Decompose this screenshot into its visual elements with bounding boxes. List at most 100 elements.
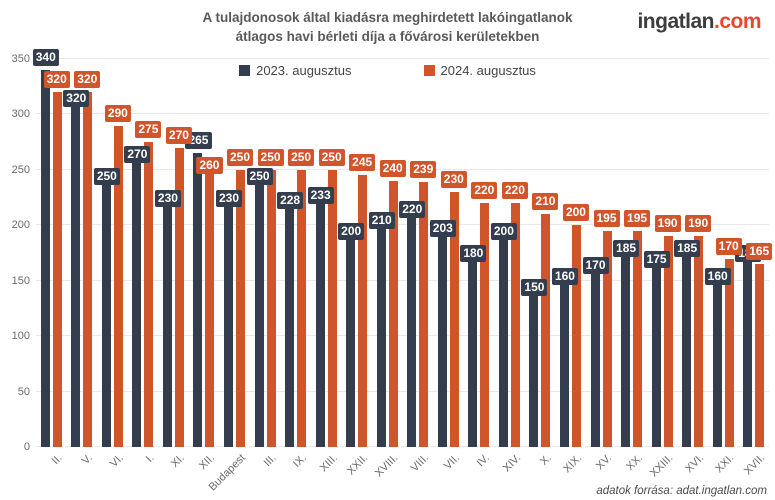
- bar-group: 228 250: [277, 59, 315, 447]
- bar-2023-VI.: [101, 169, 111, 447]
- bar-label-2023-IV.: 180: [460, 245, 487, 263]
- bar-label-2024-X.: 210: [532, 193, 559, 211]
- y-axis-tick: 350: [11, 53, 30, 65]
- x-axis-tick-XIX.: XIX.: [560, 452, 584, 476]
- x-axis-tick-XXIII.: XXIII.: [648, 452, 676, 480]
- x-axis-tick-XVII.: XVII.: [741, 452, 768, 478]
- bar-label-2024-XIII.: 250: [318, 148, 345, 166]
- bar-2024-Budapest: [236, 169, 246, 447]
- bar-label-2023-XII.: 265: [185, 132, 212, 150]
- bar-group: 180165: [735, 59, 773, 447]
- bar-label-2023-I.: 270: [124, 145, 151, 163]
- bar-label-2024-XV.: 195: [593, 209, 620, 227]
- x-axis-tick-II.: II.: [49, 452, 65, 467]
- data-source-note: adatok forrása: adat.ingatlan.com: [596, 485, 767, 497]
- bar-2024-X.: [541, 214, 551, 447]
- bar-2024-XV.: [602, 230, 612, 447]
- logo-name: ingatlan: [637, 10, 714, 33]
- bar-label-2024-VI.: 290: [104, 104, 131, 122]
- bar-2024-XVII.: [755, 264, 765, 447]
- bar-2024-I.: [144, 142, 154, 447]
- bar-2023-XX.: [621, 241, 631, 447]
- legend-item-2023[interactable]: 2023. augusztus: [239, 63, 352, 78]
- bar-label-2024-XIV.: 220: [501, 182, 528, 200]
- x-axis-tick-V.: V.: [80, 452, 96, 468]
- bar-2023-XIX.: [559, 269, 569, 447]
- gridline: [36, 224, 769, 226]
- bar-label-2024-XVI.: 190: [685, 215, 712, 233]
- x-axis-tick-XX.: XX.: [624, 452, 646, 474]
- bar-2024-VIII.: [419, 182, 429, 447]
- bar-label-2023-VIII.: 220: [399, 201, 426, 219]
- y-axis-tick: 300: [11, 108, 30, 121]
- y-axis-tick: 250: [11, 163, 30, 176]
- x-axis-tick-XV.: XV.: [594, 452, 615, 473]
- bar-label-2023-VII.: 203: [429, 219, 456, 237]
- bar-group: 203 230: [429, 59, 467, 447]
- bar-group: 160 200: [551, 59, 589, 447]
- bar-2023-XVIII.: [376, 214, 386, 447]
- bar-label-2024-II.: 320: [43, 71, 70, 89]
- legend-label-2024: 2024. augusztus: [440, 63, 536, 78]
- x-axis-tick-XVI.: XVI.: [682, 452, 707, 476]
- bar-2023-IX.: [285, 194, 295, 447]
- bar-2023-I.: [132, 147, 142, 447]
- bar-2024-XII.: [205, 158, 215, 447]
- bar-label-2023-XV.: 170: [582, 256, 609, 274]
- bar-2024-V.: [83, 92, 93, 447]
- x-axis-tick-XIII.: XIII.: [317, 452, 340, 475]
- bar-label-2023-XX.: 185: [613, 239, 640, 257]
- y-axis-tick: 100: [11, 330, 30, 343]
- bar-2024-XIII.: [327, 169, 337, 447]
- bar-2024-VII.: [449, 192, 459, 447]
- x-axis-tick-XIV.: XIV.: [500, 452, 523, 475]
- ingatlan-logo[interactable]: ingatlan.com: [637, 10, 761, 34]
- gridline: [36, 446, 769, 447]
- bar-label-2024-XX.: 195: [624, 209, 651, 227]
- x-axis-tick-XXII.: XXII.: [344, 452, 371, 478]
- x-axis-tick-XVIII.: XVIII.: [373, 452, 401, 480]
- bar-group: 150 210: [521, 59, 559, 447]
- legend-label-2023: 2023. augusztus: [256, 63, 352, 78]
- bar-label-2024-XIX.: 200: [562, 204, 589, 222]
- gridline: [36, 390, 769, 392]
- legend-item-2024[interactable]: 2024. augusztus: [423, 63, 536, 78]
- bar-2024-III.: [266, 169, 276, 447]
- bar-label-2023-XI.: 230: [154, 190, 181, 208]
- bar-2023-Budapest: [224, 192, 234, 447]
- bar-group: 160 170: [704, 59, 742, 447]
- bar-label-2024-XII.: 260: [196, 156, 223, 174]
- bar-label-2023-Budapest: 230: [216, 190, 243, 208]
- chart-title-line2: átlagos havi bérleti díja a fővárosi ker…: [235, 29, 540, 44]
- bar-2023-VIII.: [407, 203, 417, 447]
- x-axis-tick-X.: X.: [537, 452, 554, 468]
- bar-group: 340 320: [32, 49, 70, 447]
- bar-2024-XX.: [633, 230, 643, 447]
- bar-label-2024-I.: 275: [135, 121, 162, 139]
- bar-label-2023-X.: 150: [521, 278, 548, 296]
- bar-group: 200 245: [338, 59, 376, 447]
- bar-label-2023-V.: 320: [63, 90, 90, 108]
- y-axis-tick: 200: [11, 219, 30, 232]
- bar-2023-III.: [254, 169, 264, 447]
- legend-swatch-2023: [239, 65, 251, 76]
- gridline: [36, 113, 769, 115]
- bar-2023-XIV.: [498, 225, 508, 447]
- y-axis-tick: 50: [17, 385, 30, 398]
- bar-2023-XVII.: [743, 247, 753, 447]
- gridline: [36, 335, 769, 337]
- logo-tld: .com: [713, 10, 762, 33]
- bar-2023-VII.: [437, 221, 447, 447]
- bar-2024-XVI.: [694, 236, 704, 447]
- x-axis-tick-XXI.: XXI.: [713, 452, 737, 476]
- x-axis-tick-VIII.: VIII.: [408, 452, 432, 475]
- bar-label-2024-XXIII.: 190: [654, 215, 681, 233]
- bar-label-2024-XXII.: 245: [349, 154, 376, 172]
- bar-2023-XXIII.: [651, 253, 661, 447]
- bar-group: 210 240: [368, 59, 406, 447]
- bar-2023-XII.: [193, 153, 203, 447]
- bar-label-2024-Budapest: 250: [227, 148, 254, 166]
- bar-label-2024-IV.: 220: [471, 182, 498, 200]
- gridline: [36, 58, 769, 59]
